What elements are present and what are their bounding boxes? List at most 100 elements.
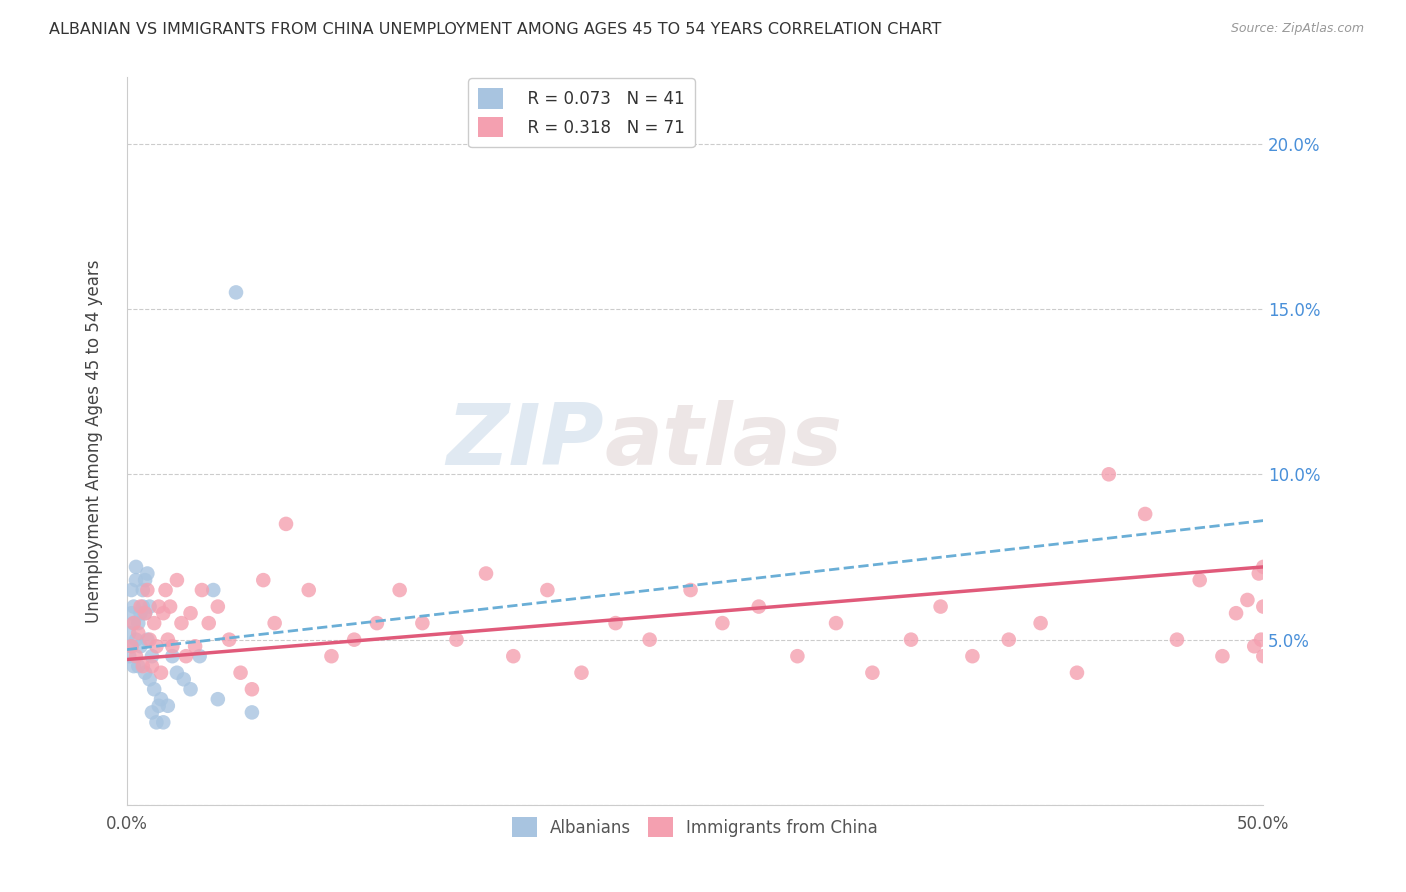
Point: [748, 599, 770, 614]
Point: [145, 715, 167, 730]
Point: [138, 673, 160, 687]
Point: [148, 599, 170, 614]
Y-axis label: Unemployment Among Ages 45 to 54 years: Unemployment Among Ages 45 to 54 years: [86, 260, 103, 623]
Point: [638, 632, 661, 647]
Point: [143, 682, 166, 697]
Point: [191, 582, 214, 597]
Point: [132, 659, 155, 673]
Point: [1066, 665, 1088, 680]
Point: [138, 599, 160, 614]
Point: [122, 616, 145, 631]
Point: [118, 626, 141, 640]
Point: [170, 616, 193, 631]
Point: [298, 582, 321, 597]
Text: atlas: atlas: [605, 400, 842, 483]
Point: [141, 649, 163, 664]
Point: [122, 659, 145, 673]
Point: [962, 649, 984, 664]
Legend: Albanians, Immigrants from China: Albanians, Immigrants from China: [505, 810, 884, 844]
Point: [207, 599, 229, 614]
Point: [166, 665, 188, 680]
Point: [929, 599, 952, 614]
Point: [155, 582, 177, 597]
Point: [1250, 632, 1272, 647]
Point: [141, 706, 163, 720]
Point: [152, 715, 174, 730]
Text: ALBANIAN VS IMMIGRANTS FROM CHINA UNEMPLOYMENT AMONG AGES 45 TO 54 YEARS CORRELA: ALBANIAN VS IMMIGRANTS FROM CHINA UNEMPL…: [49, 22, 942, 37]
Point: [122, 599, 145, 614]
Point: [134, 606, 156, 620]
Point: [122, 616, 145, 631]
Point: [825, 616, 848, 631]
Point: [321, 649, 343, 664]
Point: [1236, 593, 1258, 607]
Point: [786, 649, 808, 664]
Point: [1253, 649, 1275, 664]
Point: [180, 606, 202, 620]
Point: [711, 616, 734, 631]
Point: [159, 599, 181, 614]
Point: [136, 582, 159, 597]
Point: [446, 632, 468, 647]
Point: [120, 582, 142, 597]
Point: [860, 665, 883, 680]
Point: [997, 632, 1019, 647]
Point: [274, 516, 297, 531]
Point: [150, 692, 173, 706]
Point: [127, 626, 149, 640]
Point: [125, 649, 148, 664]
Point: [1029, 616, 1052, 631]
Text: Source: ZipAtlas.com: Source: ZipAtlas.com: [1230, 22, 1364, 36]
Point: [411, 616, 433, 631]
Point: [145, 640, 167, 654]
Point: [366, 616, 388, 631]
Point: [148, 698, 170, 713]
Point: [218, 632, 240, 647]
Point: [240, 682, 263, 697]
Point: [120, 640, 142, 654]
Point: [679, 582, 702, 597]
Point: [900, 632, 922, 647]
Point: [225, 285, 247, 300]
Point: [1225, 606, 1247, 620]
Point: [207, 692, 229, 706]
Point: [1188, 573, 1211, 587]
Point: [1166, 632, 1188, 647]
Point: [605, 616, 627, 631]
Point: [240, 706, 263, 720]
Point: [229, 665, 252, 680]
Point: [252, 573, 274, 587]
Point: [120, 640, 142, 654]
Point: [125, 573, 148, 587]
Point: [136, 632, 159, 647]
Point: [502, 649, 524, 664]
Point: [138, 632, 160, 647]
Point: [150, 665, 173, 680]
Point: [141, 659, 163, 673]
Point: [166, 573, 188, 587]
Point: [136, 566, 159, 581]
Point: [134, 573, 156, 587]
Point: [388, 582, 411, 597]
Point: [1253, 560, 1275, 574]
Point: [536, 582, 558, 597]
Point: [188, 649, 211, 664]
Point: [132, 582, 155, 597]
Point: [129, 599, 152, 614]
Point: [184, 640, 207, 654]
Point: [125, 560, 148, 574]
Point: [1247, 566, 1270, 581]
Point: [571, 665, 593, 680]
Point: [156, 698, 179, 713]
Point: [180, 682, 202, 697]
Point: [202, 582, 225, 597]
Point: [134, 665, 156, 680]
Point: [263, 616, 285, 631]
Point: [156, 632, 179, 647]
Text: ZIP: ZIP: [447, 400, 605, 483]
Point: [125, 632, 148, 647]
Point: [197, 616, 219, 631]
Point: [152, 606, 174, 620]
Point: [174, 649, 197, 664]
Point: [162, 640, 184, 654]
